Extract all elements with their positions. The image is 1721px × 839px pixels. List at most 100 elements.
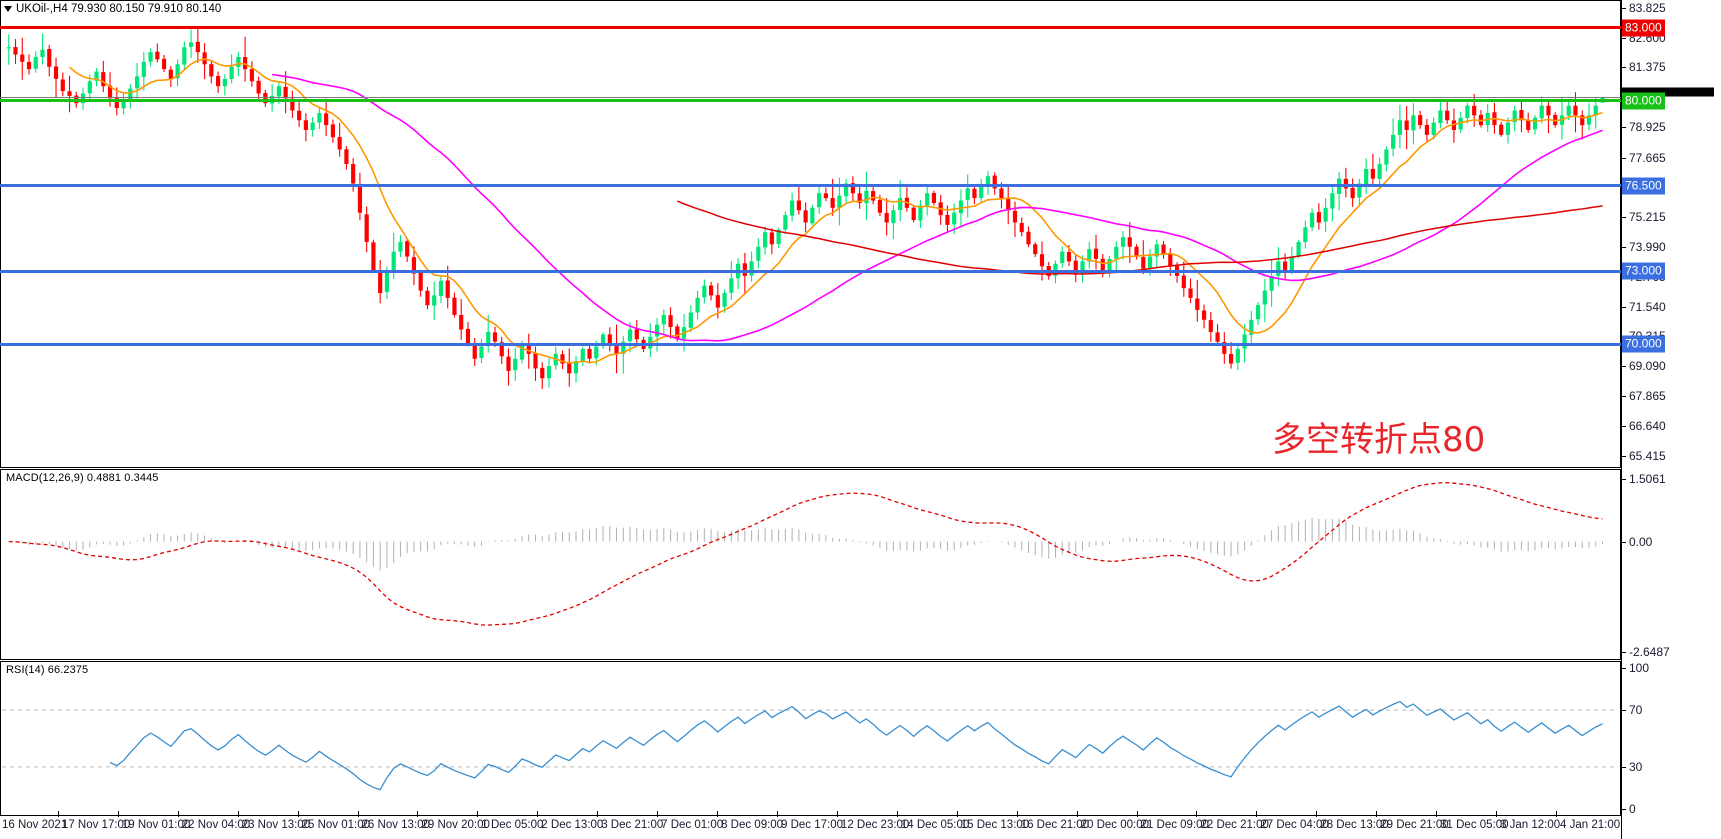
- time-axis-tick: [57, 811, 59, 817]
- time-axis-label: 21 Dec 09:00: [1140, 819, 1209, 831]
- macd-axis-tick: [1621, 541, 1626, 543]
- price-level-line[interactable]: [0, 26, 1621, 30]
- price-axis-tick: [1621, 7, 1626, 9]
- rsi-axis-tick: [1621, 766, 1626, 768]
- price-axis-tick-label: 67.865: [1629, 389, 1666, 404]
- price-level-tag[interactable]: 70.000: [1622, 335, 1665, 353]
- time-axis-tick: [1196, 811, 1198, 817]
- price-axis-tick: [1621, 217, 1626, 219]
- rsi-axis-tick-label: 70: [1629, 703, 1643, 718]
- time-axis-label: 15 Dec 13:00: [960, 819, 1030, 831]
- time-axis-tick: [477, 811, 479, 817]
- time-axis-label: 29 Nov 20:00: [421, 819, 490, 831]
- macd-axis-tick-label: 0.00: [1629, 534, 1653, 549]
- time-axis-tick: [1316, 811, 1318, 817]
- time-axis-tick: [1556, 811, 1557, 817]
- chart-symbol-header: UKOil-,H4 79.930 80.150 79.910 80.140: [16, 3, 222, 15]
- time-axis-label: 29 Dec 21:00: [1380, 819, 1449, 831]
- time-axis-label: 27 Dec 04:00: [1260, 819, 1329, 831]
- time-axis-label: 7 Dec 01:00: [661, 819, 724, 831]
- price-axis-tick-label: 75.215: [1629, 210, 1666, 225]
- axis-vertical-line: [1621, 0, 1622, 839]
- rsi-axis-tick-label: 30: [1629, 759, 1643, 774]
- time-axis-label: 4 Jan 21:00: [1560, 819, 1621, 831]
- macd-axis-tick: [1621, 478, 1626, 480]
- price-axis-tick-label: 81.375: [1629, 60, 1666, 75]
- price-axis-tick-label: 66.640: [1629, 418, 1666, 433]
- price-axis-tick-label: 71.540: [1629, 299, 1666, 314]
- rsi-svg: [2, 700, 1616, 791]
- price-axis-tick: [1621, 37, 1626, 39]
- time-axis-tick: [297, 811, 299, 817]
- price-level-tag[interactable]: 73.000: [1622, 262, 1665, 280]
- time-axis-label: 26 Nov 13:00: [361, 819, 430, 831]
- price-axis-tick: [1621, 425, 1626, 427]
- time-axis-tick: [417, 811, 419, 817]
- time-axis-tick: [1016, 811, 1018, 817]
- price-level-line[interactable]: [0, 99, 1621, 103]
- rsi-plot-area[interactable]: [1, 662, 1620, 815]
- price-axis-tick: [1621, 67, 1626, 69]
- time-axis-tick: [597, 811, 599, 817]
- time-axis-label: 22 Nov 04:00: [181, 819, 251, 831]
- time-axis-label: 23 Nov 13:00: [241, 819, 311, 831]
- price-level-line[interactable]: [0, 184, 1621, 188]
- price-level-tag[interactable]: 76.500: [1622, 177, 1665, 195]
- candlestick-svg: [6, 28, 1605, 389]
- price-axis-tick: [1621, 247, 1626, 249]
- time-axis-label: 16 Dec 21:00: [1020, 819, 1090, 831]
- price-axis-tick: [1621, 306, 1626, 308]
- price-level-line[interactable]: [0, 342, 1621, 346]
- time-axis-label: 3 Jan 12:00: [1500, 819, 1561, 831]
- price-axis-tick-label: 77.665: [1629, 150, 1666, 165]
- price-level-tag[interactable]: 83.000: [1622, 19, 1665, 37]
- price-axis-tick: [1621, 157, 1626, 159]
- price-axis[interactable]: 83.825 82.600 81.375 78.925 77.665 75.215 73.9…: [1621, 0, 1721, 839]
- rsi-axis-tick-label: 0: [1629, 802, 1636, 817]
- time-axis-label: 17 Nov 17:00: [61, 819, 131, 831]
- macd-indicator-panel[interactable]: [0, 469, 1621, 660]
- rsi-panel-label: RSI(14) 66.2375: [6, 664, 89, 676]
- chevron-down-icon[interactable]: [4, 6, 12, 12]
- macd-axis-tick: [1621, 651, 1626, 653]
- price-axis-tick: [1621, 396, 1626, 398]
- time-axis-label: 3 Dec 21:00: [601, 819, 664, 831]
- time-axis-tick: [717, 811, 719, 817]
- current-price-tag: [1622, 87, 1714, 97]
- time-axis-tick: [1376, 811, 1378, 817]
- time-axis-label: 14 Dec 05:00: [900, 819, 970, 831]
- time-axis-tick: [1076, 811, 1078, 817]
- price-level-line[interactable]: [0, 269, 1621, 273]
- price-axis-tick: [1621, 455, 1626, 457]
- time-axis-label: 19 Nov 01:00: [121, 819, 191, 831]
- time-axis-label: 9 Dec 17:00: [781, 819, 844, 831]
- time-axis-tick: [896, 811, 898, 817]
- time-axis-label: 25 Nov 01:00: [301, 819, 371, 831]
- price-axis-tick-label: 83.825: [1629, 0, 1666, 15]
- time-axis-label: 31 Dec 05:00: [1440, 819, 1509, 831]
- price-axis-tick-label: 69.090: [1629, 359, 1666, 374]
- macd-svg: [8, 482, 1603, 626]
- rsi-indicator-panel[interactable]: [0, 661, 1621, 816]
- price-axis-tick-label: 78.925: [1629, 119, 1666, 134]
- time-axis-tick: [657, 811, 659, 817]
- chart-annotation-text: 多空转折点80: [1272, 420, 1486, 460]
- time-axis-tick: [1436, 811, 1438, 817]
- time-axis-label: 2 Dec 13:00: [541, 819, 604, 831]
- macd-plot-area[interactable]: [1, 470, 1620, 659]
- time-axis-tick: [177, 811, 179, 817]
- time-axis-tick: [777, 811, 778, 817]
- price-axis-tick: [1621, 366, 1626, 368]
- price-chart-panel[interactable]: [0, 0, 1621, 468]
- time-axis-tick: [537, 811, 539, 817]
- price-plot-area[interactable]: [1, 1, 1620, 467]
- rsi-axis-tick: [1621, 710, 1626, 712]
- time-axis-tick: [1496, 811, 1498, 817]
- time-axis-label: 16 Nov 2021: [2, 819, 68, 831]
- rsi-axis-tick: [1621, 809, 1626, 811]
- price-level-tag[interactable]: 80.000: [1622, 92, 1665, 110]
- macd-axis-tick-label: -2.6487: [1629, 644, 1670, 659]
- time-axis-tick: [117, 811, 119, 817]
- time-axis[interactable]: 16 Nov 2021 17 Nov 17:00 19 Nov 01:00 22 No…: [0, 811, 1621, 839]
- time-axis-label: 12 Dec 23:00: [840, 819, 910, 831]
